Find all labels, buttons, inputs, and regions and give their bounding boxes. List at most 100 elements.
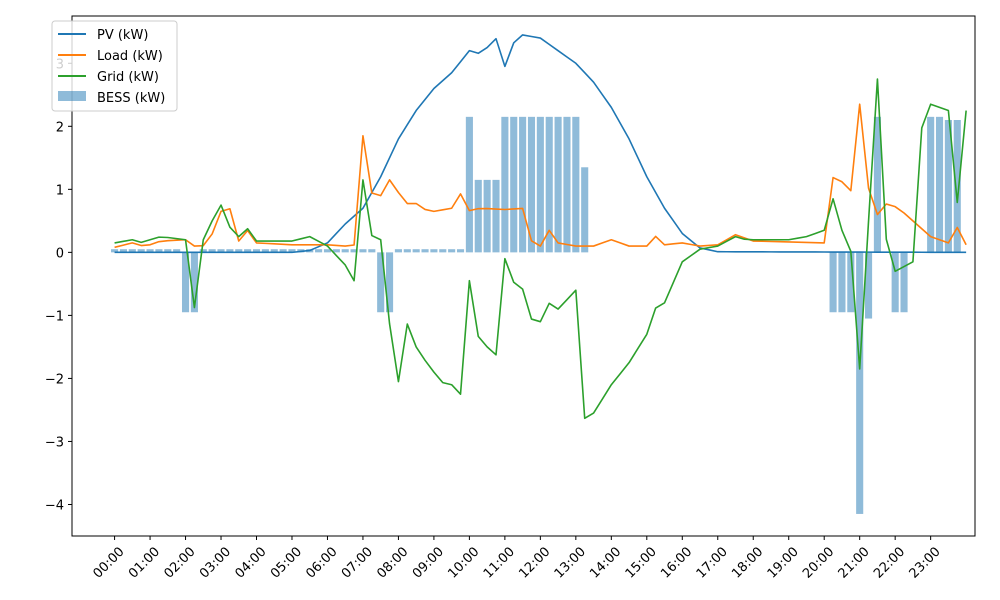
y-tick-label: −1 [45, 309, 64, 324]
bess-bar [181, 252, 190, 313]
bess-bar [235, 249, 243, 253]
legend: PV (kW) Load (kW) Grid (kW) BESS (kW) [51, 20, 178, 112]
bess-bar [199, 249, 207, 253]
x-tick-label: 01:00 [126, 544, 163, 581]
x-tick-label: 17:00 [694, 544, 731, 581]
bess-bar [510, 116, 518, 253]
bess-bar [252, 249, 261, 253]
x-tick-label: 08:00 [374, 544, 411, 581]
x-tick-label: 00:00 [91, 544, 128, 581]
bess-bar [270, 249, 278, 253]
legend-label-pv: PV (kW) [97, 28, 148, 43]
bess-bar [838, 252, 846, 313]
bess-bar [386, 252, 394, 313]
bess-bar [474, 179, 482, 253]
bess-bar [403, 249, 411, 253]
bess-bar [527, 116, 536, 253]
x-axis: 00:0001:0002:0003:0004:0005:0006:0007:00… [91, 536, 944, 582]
bess-bar [501, 116, 509, 253]
bess-bar [173, 249, 181, 253]
x-tick-label: 13:00 [552, 544, 589, 581]
bess-bar [430, 249, 438, 253]
bess-bar [128, 249, 136, 253]
x-tick-label: 10:00 [445, 544, 482, 581]
x-tick-label: 21:00 [836, 544, 873, 581]
bess-bar [323, 249, 332, 253]
y-axis: 3210−1−2−3−4 [45, 57, 72, 513]
x-tick-label: 11:00 [481, 544, 518, 581]
x-tick-label: 15:00 [623, 544, 660, 581]
bess-bar [448, 249, 456, 253]
legend-label-grid: Grid (kW) [97, 70, 159, 85]
bess-bar [492, 179, 500, 253]
bess-bar [829, 252, 837, 313]
bess-bar [164, 249, 172, 253]
bess-bar [368, 249, 376, 253]
bess-bars [111, 116, 961, 514]
x-tick-label: 03:00 [197, 544, 234, 581]
bess-bar [394, 249, 402, 253]
x-tick-label: 16:00 [658, 544, 695, 581]
bess-bar [217, 249, 225, 253]
x-tick-label: 07:00 [339, 544, 376, 581]
bess-bar [341, 249, 349, 253]
legend-box [51, 20, 178, 112]
x-tick-label: 09:00 [410, 544, 447, 581]
y-tick-label: 1 [56, 183, 64, 198]
x-tick-label: 12:00 [516, 544, 553, 581]
x-tick-label: 05:00 [268, 544, 305, 581]
x-tick-label: 18:00 [729, 544, 766, 581]
bess-bar [847, 252, 855, 313]
bess-bar [359, 249, 367, 253]
grid-line [114, 78, 967, 420]
bess-bar [856, 252, 864, 514]
bess-bar [421, 249, 429, 253]
plot-frame [71, 15, 976, 537]
x-tick-label: 06:00 [303, 544, 340, 581]
legend-patch-bess [58, 91, 86, 101]
bess-bar [279, 249, 287, 253]
bess-bar [412, 249, 420, 253]
y-tick-label: 0 [56, 246, 64, 261]
bess-bar [935, 116, 944, 253]
bess-bar [350, 249, 358, 253]
bess-bar [456, 249, 465, 253]
x-tick-label: 20:00 [800, 544, 837, 581]
bess-bar [315, 249, 323, 253]
bess-bar [332, 249, 340, 253]
x-tick-label: 22:00 [871, 544, 908, 581]
bess-bar [545, 116, 553, 253]
bess-bar [288, 249, 296, 253]
bess-bar [483, 179, 491, 253]
bess-bar [873, 116, 881, 253]
x-tick-label: 23:00 [907, 544, 944, 581]
y-tick-label: 2 [56, 120, 64, 135]
bess-bar [865, 252, 873, 319]
bess-bar [900, 252, 908, 313]
series-lines [114, 34, 967, 420]
bess-bar [111, 249, 119, 253]
bess-bar [563, 116, 571, 253]
x-tick-label: 14:00 [587, 544, 624, 581]
bess-bar [146, 249, 154, 253]
bess-bar [439, 249, 447, 253]
y-tick-label: −4 [45, 498, 64, 513]
bess-bar [581, 167, 589, 253]
bess-bar [554, 116, 562, 253]
bess-bar [953, 120, 961, 253]
bess-bar [944, 120, 952, 253]
bess-bar [119, 249, 127, 253]
bess-bar [519, 116, 527, 253]
bess-bar [190, 252, 198, 313]
bess-bar [927, 116, 935, 253]
bess-bar [261, 249, 269, 253]
y-tick-label: −3 [45, 435, 64, 450]
x-tick-label: 19:00 [765, 544, 802, 581]
x-tick-label: 04:00 [232, 544, 269, 581]
bess-bar [226, 249, 234, 253]
bess-bar [377, 252, 385, 313]
bess-bar [208, 249, 216, 253]
legend-label-bess: BESS (kW) [97, 91, 165, 106]
bess-bar [572, 116, 580, 253]
